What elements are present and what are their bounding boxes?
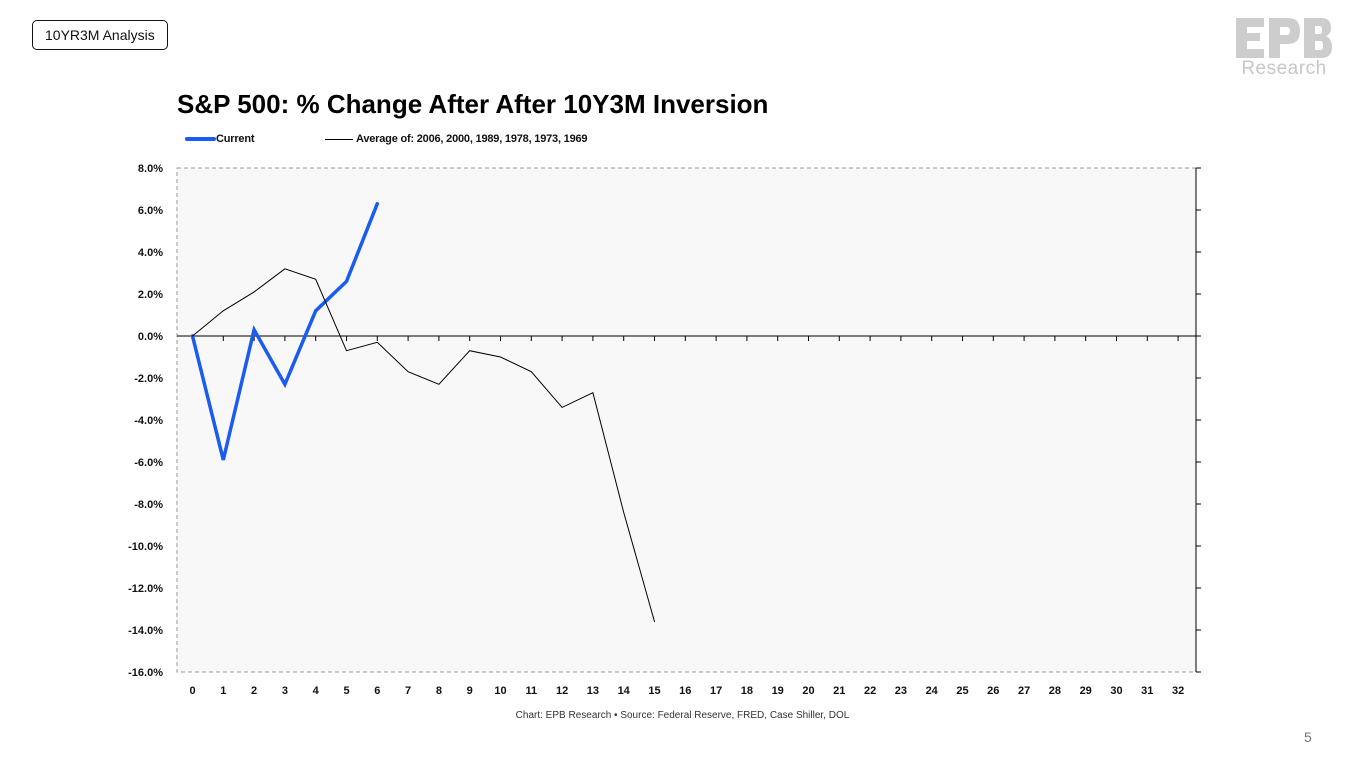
x-tick-label: 11 [525,685,537,697]
y-tick-label: 2.0% [138,289,163,301]
x-tick-label: 9 [467,685,473,697]
legend-item-current: Current [185,131,255,147]
y-tick-label: -6.0% [134,457,163,469]
legend-label-average: Average of: 2006, 2000, 1989, 1978, 1973… [356,133,588,145]
x-tick-label: 26 [987,685,999,697]
x-tick-label: 29 [1080,685,1092,697]
legend-label-current: Current [216,133,255,145]
x-tick-label: 32 [1172,685,1184,697]
series-line-current [190,201,380,461]
series-line-average [192,268,655,623]
source-note: Chart: EPB Research • Source: Federal Re… [515,710,850,721]
x-tick-label: 12 [556,685,568,697]
x-tick-label: 3 [282,685,288,697]
x-tick-label: 10 [494,685,506,697]
x-tick-label: 19 [772,685,784,697]
x-tick-label: 6 [374,685,380,697]
x-tick-label: 18 [741,685,753,697]
chart-legend: Current Average of: 2006, 2000, 1989, 19… [185,131,785,147]
x-tick-label: 24 [926,685,939,697]
logo-subtitle: Research [1241,58,1327,79]
x-tick-label: 7 [405,685,411,697]
x-tick-label: 15 [648,685,660,697]
y-tick-label: 6.0% [138,205,163,217]
x-tick-label: 22 [864,685,876,697]
x-tick-label: 20 [802,685,814,697]
y-tick-label: -10.0% [128,541,163,553]
plot-area [176,167,1197,673]
y-tick-label: -8.0% [134,499,163,511]
y-tick-label: -2.0% [134,373,163,385]
x-tick-label: 31 [1141,685,1153,697]
y-tick-label: 8.0% [138,163,163,175]
x-tick-label: 25 [956,685,968,697]
page-number: 5 [1304,729,1312,745]
y-tick-label: 0.0% [138,331,163,343]
section-tag: 10YR3M Analysis [32,20,168,50]
legend-item-average: Average of: 2006, 2000, 1989, 1978, 1973… [325,131,588,147]
y-tick-label: -16.0% [128,667,163,679]
x-tick-label: 14 [618,685,631,697]
y-tick-label: -4.0% [134,415,163,427]
y-tick-label: -12.0% [128,583,163,595]
x-tick-label: 2 [251,685,257,697]
company-logo: Research [1234,18,1334,80]
legend-swatch-average [325,138,353,140]
x-tick-label: 27 [1018,685,1030,697]
x-tick-label: 23 [895,685,907,697]
y-tick-label: 4.0% [138,247,163,259]
x-tick-label: 8 [436,685,442,697]
x-tick-label: 16 [679,685,691,697]
x-tick-label: 21 [833,685,845,697]
x-tick-label: 30 [1110,685,1122,697]
x-tick-label: 5 [343,685,349,697]
x-tick-label: 4 [313,685,320,697]
x-tick-label: 1 [220,685,226,697]
y-tick-label: -14.0% [128,625,163,637]
chart-title: S&P 500: % Change After After 10Y3M Inve… [177,89,769,119]
x-tick-label: 13 [587,685,599,697]
x-tick-label: 28 [1049,685,1061,697]
x-tick-label: 17 [710,685,722,697]
x-tick-label: 0 [189,685,195,697]
legend-swatch-current [185,137,216,141]
epb-logo-icon [1236,18,1332,58]
